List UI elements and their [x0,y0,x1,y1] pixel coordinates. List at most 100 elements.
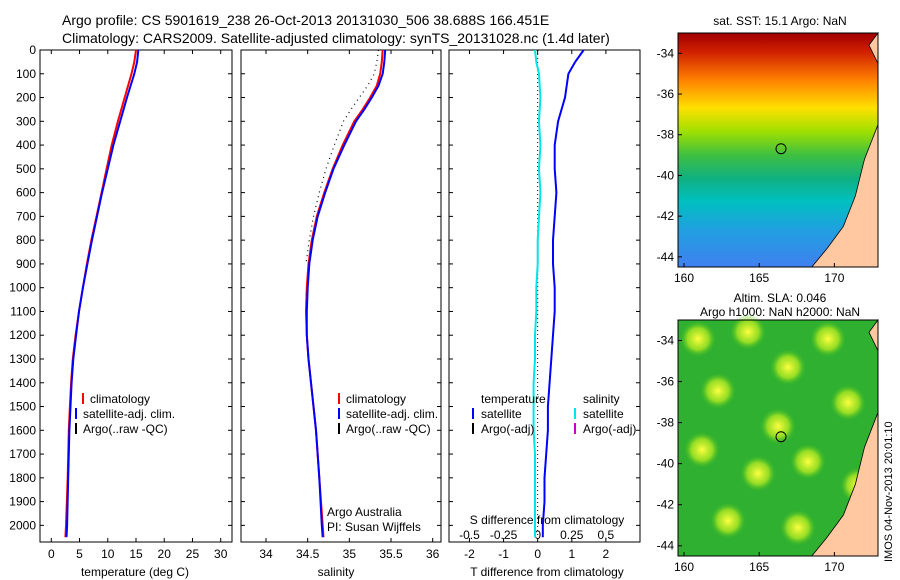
x-tick-label: 34 [259,547,273,561]
sla-anomaly-blob [790,443,826,480]
x-tick-label: 35.5 [379,547,403,561]
y-tick-label: 2000 [9,518,36,532]
legend-swatch-climatology [338,393,340,404]
x-tick-label: 0 [534,547,541,561]
x-tick-label: 25 [186,547,200,561]
legend-swatch-s-satellite [574,408,576,419]
y-tick-label: 900 [16,257,36,271]
x-tick-label: 5 [76,547,83,561]
argo-position-marker [775,431,787,443]
y-tick-label: 1500 [9,400,36,414]
series-line [305,49,387,538]
map-x-tick-label: 165 [749,560,769,574]
y-tick-label: 300 [16,114,36,128]
legend-swatch-satellite [338,408,340,419]
sla-map-title-1: Altim. SLA: 0.046 [734,291,827,305]
legend-swatch-t-satellite [472,408,474,419]
t-difference-xlabel: T difference from climatology [470,565,624,579]
salinity-panel: 34 34.5 35 35.5 36 [240,49,442,561]
series-line [65,49,140,538]
y-tick-label: 1900 [9,495,36,509]
y-tick-label: 1700 [9,447,36,461]
legend-swatch-t-argo [472,423,474,434]
map-y-tick-label: -40 [657,168,675,182]
sla-map-title-2: Argo h1000: NaN h2000: NaN [700,305,860,319]
salinity-legend: climatology satellite-adj. clim. Argo(..… [338,392,438,436]
y-tick-label: 1000 [9,281,36,295]
legend-label: Argo(-adj) [583,422,636,436]
x-tick-label: 34.5 [296,547,320,561]
legend-label: satellite [583,407,624,421]
map-frame [677,319,879,557]
y-tick-label: 0 [29,43,36,57]
y-tick-label: 200 [16,91,36,105]
sla-anomaly-blob [810,320,846,357]
sla-anomaly-blob [680,320,716,357]
x-top-tick-label: -0.5 [459,528,480,542]
map-y-tick-label: -34 [657,46,675,60]
x-tick-label: 30 [214,547,228,561]
x-tick-label: 36 [426,547,440,561]
sla-anomaly-blob [730,313,766,350]
sla-anomaly-blob [740,455,776,492]
sla-anomaly-blob [760,408,796,445]
argo-position-marker [775,143,787,155]
difference-legend: temperature salinity satellite Argo(-adj… [472,392,636,436]
legend-label: satellite [481,407,522,421]
legend-title-temperature: temperature [481,392,546,406]
y-tick-label: 400 [16,138,36,152]
x-tick-label: 35 [343,547,357,561]
x-tick-label: -1 [498,547,509,561]
x-top-tick-label: 0.5 [598,528,615,542]
map-y-tick-label: -36 [657,375,675,389]
plot-frame [448,49,641,543]
header-line-1: Argo profile: CS 5901619_238 26-Oct-2013… [62,12,549,28]
legend-label: satellite-adj. clim. [83,407,175,421]
x-tick-label: 2 [603,547,610,561]
side-timestamp: IMOS 04-Nov-2013 20:01:10 [883,421,895,562]
map-y-tick-label: -34 [657,334,675,348]
header-line-2: Climatology: CARS2009. Satellite-adjuste… [62,30,610,46]
y-tick-label: 700 [16,209,36,223]
map-x-tick-label: 160 [674,560,694,574]
legend-label: Argo(..raw -QC) [83,422,168,436]
series-line [532,49,542,538]
legend-swatch-argo [338,423,340,434]
sst-map-title: sat. SST: 15.1 Argo: NaN [713,14,846,28]
legend-label: satellite-adj. clim. [346,407,438,421]
sla-anomaly-blob [770,349,806,386]
legend-swatch-s-argo [574,423,576,434]
legend-label: climatology [90,392,150,406]
map-y-tick-label: -36 [657,87,675,101]
legend-swatch-climatology [82,393,84,404]
series-line [305,49,380,264]
s-difference-xlabel: S difference from climatology [470,513,625,527]
legend-label: Argo(-adj) [481,422,534,436]
x-tick-label: -2 [464,547,475,561]
y-tick-label: 600 [16,186,36,200]
credit-line-2: PI: Susan Wijffels [327,520,421,534]
y-tick-label: 800 [16,233,36,247]
y-tick-label: 1200 [9,328,36,342]
map-y-tick-label: -38 [657,128,675,142]
x-top-tick-label: -0.25 [490,528,518,542]
y-tick-label: 1300 [9,352,36,366]
map-y-tick-label: -40 [657,457,675,471]
x-tick-label: 0 [48,547,55,561]
map-y-tick-label: -42 [657,209,675,223]
sla-anomaly-blob [684,431,720,468]
temperature-xlabel: temperature (deg C) [81,565,189,579]
credit-line-1: Argo Australia [327,505,402,519]
x-top-tick-label: 0.25 [560,528,584,542]
salinity-xlabel: salinity [318,565,355,579]
x-tick-label: 15 [129,547,143,561]
map-y-tick-label: -44 [657,539,675,553]
sst-map: 160 165 170 -34 -36 -38 -40 -42 -44 [657,31,879,285]
map-y-tick-label: -42 [657,498,675,512]
y-tick-label: 1100 [10,304,36,318]
series-line [541,49,585,538]
legend-title-salinity: salinity [583,392,620,406]
legend-swatch-argo [75,423,77,434]
sla-map: 160 165 170 -34 -36 -38 -40 -42 -44 [657,313,879,574]
